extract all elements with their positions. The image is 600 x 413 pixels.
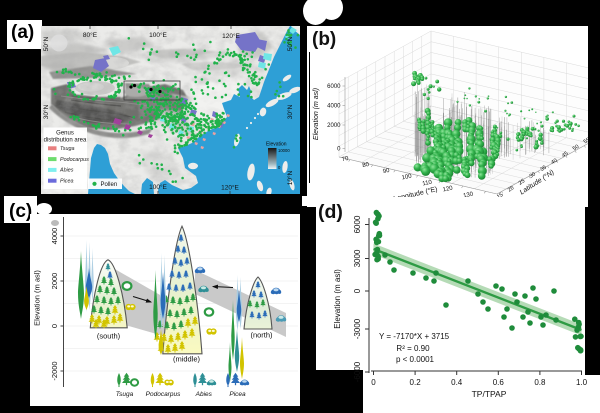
- svg-text:30°N: 30°N: [42, 104, 50, 119]
- svg-text:80°E: 80°E: [83, 31, 98, 39]
- svg-text:50°N: 50°N: [42, 36, 50, 51]
- svg-text:80: 80: [362, 162, 370, 169]
- svg-text:40: 40: [550, 158, 558, 166]
- svg-text:Elevation (m asl): Elevation (m asl): [33, 270, 42, 326]
- svg-text:-6000: -6000: [353, 361, 362, 382]
- svg-text:0: 0: [50, 324, 59, 328]
- svg-text:Elevation (m asl): Elevation (m asl): [313, 88, 320, 140]
- svg-text:Elevation: Elevation: [266, 142, 287, 148]
- svg-text:distribution area: distribution area: [44, 138, 87, 144]
- svg-text:Genus: Genus: [56, 131, 74, 137]
- svg-text:Tsuga: Tsuga: [60, 146, 75, 152]
- svg-text:1.0: 1.0: [576, 378, 588, 387]
- svg-text:30: 30: [529, 171, 537, 179]
- svg-text:0.4: 0.4: [451, 378, 463, 387]
- svg-text:p < 0.0001: p < 0.0001: [396, 355, 435, 364]
- svg-text:R² = 0.90: R² = 0.90: [396, 344, 430, 353]
- svg-text:Picea: Picea: [229, 391, 246, 398]
- svg-text:10000: 10000: [278, 148, 290, 153]
- svg-text:0: 0: [353, 288, 362, 293]
- svg-text:50°N: 50°N: [286, 36, 294, 51]
- svg-text:4000: 4000: [50, 228, 59, 245]
- svg-text:3000: 3000: [353, 249, 362, 267]
- svg-text:15: 15: [496, 192, 504, 200]
- svg-text:(south): (south): [97, 332, 121, 341]
- svg-text:55: 55: [583, 137, 588, 145]
- svg-text:Abies: Abies: [59, 168, 74, 174]
- svg-text:(north): (north): [250, 331, 273, 340]
- svg-text:35: 35: [539, 165, 547, 173]
- svg-text:110: 110: [422, 179, 433, 187]
- svg-text:130: 130: [463, 191, 475, 199]
- svg-text:Picea: Picea: [60, 179, 74, 185]
- svg-text:0.2: 0.2: [410, 378, 422, 387]
- svg-text:90: 90: [382, 168, 390, 175]
- svg-text:6000: 6000: [353, 215, 362, 233]
- svg-text:Podocarpus: Podocarpus: [60, 157, 89, 163]
- svg-text:0: 0: [337, 147, 341, 153]
- svg-text:100: 100: [401, 173, 413, 181]
- svg-text:25: 25: [518, 178, 526, 186]
- svg-text:120°E: 120°E: [222, 32, 240, 40]
- svg-text:(d): (d): [318, 201, 343, 223]
- svg-text:0.8: 0.8: [534, 378, 546, 387]
- svg-text:2000: 2000: [327, 123, 341, 129]
- svg-text:120°E: 120°E: [221, 184, 239, 192]
- svg-text:-2000: -2000: [50, 361, 59, 380]
- svg-text:30°N: 30°N: [286, 104, 294, 119]
- svg-text:Tsuga: Tsuga: [116, 391, 134, 398]
- svg-text:0: 0: [371, 378, 376, 387]
- svg-text:TP/TPAP: TP/TPAP: [472, 389, 507, 399]
- svg-text:6000: 6000: [327, 84, 341, 90]
- svg-text:(middle): (middle): [173, 355, 201, 364]
- svg-text:-3000: -3000: [353, 318, 362, 339]
- svg-text:Y = -7170*X + 3715: Y = -7170*X + 3715: [379, 332, 450, 341]
- svg-text:(b): (b): [312, 29, 336, 50]
- svg-text:2000: 2000: [50, 273, 59, 290]
- svg-text:50: 50: [572, 144, 580, 152]
- svg-text:Pollen: Pollen: [101, 182, 118, 188]
- svg-text:10°N: 10°N: [286, 170, 294, 185]
- svg-text:Elevation (m asl): Elevation (m asl): [333, 269, 342, 329]
- svg-text:Abies: Abies: [195, 391, 213, 398]
- svg-text:120: 120: [442, 185, 454, 193]
- svg-text:100°E: 100°E: [149, 183, 167, 191]
- svg-text:0: 0: [278, 165, 281, 170]
- svg-text:4000: 4000: [327, 104, 341, 110]
- svg-text:Podocarpus: Podocarpus: [146, 391, 181, 398]
- svg-text:0.6: 0.6: [493, 378, 505, 387]
- svg-text:100°E: 100°E: [149, 31, 167, 39]
- svg-text:20: 20: [507, 185, 515, 193]
- svg-text:70: 70: [341, 156, 349, 163]
- svg-text:45: 45: [561, 151, 569, 159]
